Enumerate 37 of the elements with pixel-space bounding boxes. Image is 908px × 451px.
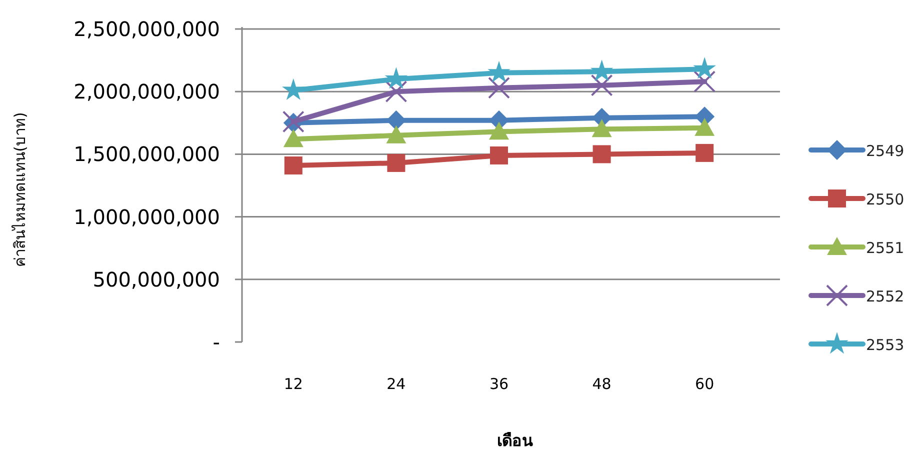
- point: [384, 67, 408, 89]
- legend-label: 2549: [866, 142, 904, 160]
- legend-label: 2550: [866, 190, 904, 208]
- point: [694, 118, 715, 136]
- point: [282, 78, 305, 100]
- legend-label: 2551: [866, 239, 904, 257]
- x-tick-label: 48: [592, 375, 612, 393]
- y-tick-label: 2,500,000,000: [74, 17, 220, 41]
- point: [385, 80, 408, 103]
- point: [488, 76, 510, 99]
- point: [592, 119, 612, 138]
- point: [590, 74, 613, 96]
- y-tick-label: -: [212, 330, 220, 354]
- point: [386, 125, 406, 144]
- point: [283, 129, 304, 148]
- y-tick-label: 500,000,000: [92, 267, 220, 292]
- y-tick-label: 2,000,000,000: [74, 80, 220, 104]
- point: [694, 70, 716, 93]
- legend-label: 2552: [866, 288, 904, 306]
- y-axis-title: ค่าสินไหมทดแทน(บาท): [11, 112, 29, 267]
- x-axis-title: เดือน: [497, 431, 533, 450]
- x-tick-label: 12: [284, 375, 303, 393]
- x-tick-label: 60: [695, 375, 714, 393]
- point: [387, 154, 406, 172]
- point: [592, 145, 611, 164]
- x-tick-label: 36: [489, 375, 509, 393]
- y-tick-label: 1,000,000,000: [74, 204, 220, 229]
- point: [490, 146, 508, 164]
- point: [489, 122, 509, 140]
- point: [488, 60, 510, 83]
- point: [284, 156, 302, 174]
- x-tick-label: 24: [386, 375, 406, 393]
- point: [590, 60, 614, 82]
- y-tick-label: 1,500,000,000: [74, 142, 220, 166]
- point: [693, 57, 716, 79]
- legend-label: 2553: [866, 336, 904, 354]
- point: [696, 144, 714, 162]
